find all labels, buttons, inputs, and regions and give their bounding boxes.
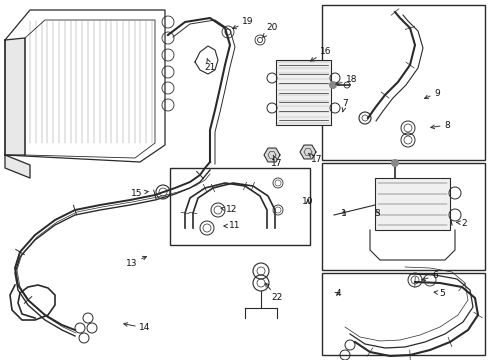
Bar [275, 60, 330, 125]
Text: 22: 22 [265, 283, 282, 302]
Text: 8: 8 [430, 121, 449, 130]
Circle shape [390, 159, 398, 167]
Text: 15: 15 [131, 189, 148, 198]
Text: 5: 5 [433, 288, 444, 297]
Text: 21: 21 [204, 58, 215, 72]
Bar [321, 5, 484, 160]
Text: 3: 3 [373, 208, 379, 217]
Text: 2: 2 [456, 219, 466, 228]
Text: 13: 13 [126, 256, 146, 267]
Text: 17: 17 [271, 156, 282, 167]
Polygon shape [5, 155, 30, 178]
Polygon shape [264, 148, 280, 162]
Text: 12: 12 [221, 206, 237, 215]
Text: 4: 4 [334, 288, 340, 297]
Text: 14: 14 [123, 323, 150, 333]
Text: 20: 20 [262, 23, 277, 37]
Bar [321, 273, 484, 355]
Text: 7: 7 [342, 99, 347, 112]
Text: 18: 18 [335, 76, 357, 85]
Circle shape [328, 81, 336, 89]
Bar [374, 178, 449, 230]
Text: 16: 16 [310, 48, 331, 61]
Polygon shape [5, 38, 25, 155]
Text: 9: 9 [424, 89, 439, 99]
Text: 6: 6 [421, 271, 437, 281]
Text: 17: 17 [308, 153, 322, 165]
Text: 1: 1 [341, 208, 346, 217]
Text: 11: 11 [224, 221, 240, 230]
Bar [170, 168, 309, 245]
Text: 10: 10 [302, 198, 313, 207]
Polygon shape [299, 145, 315, 159]
Bar [321, 163, 484, 270]
Text: 19: 19 [232, 18, 253, 29]
